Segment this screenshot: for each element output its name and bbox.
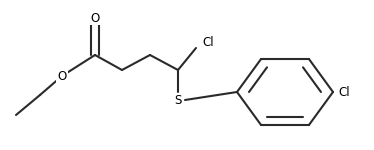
Text: O: O xyxy=(57,69,67,82)
Text: O: O xyxy=(91,12,99,24)
Text: Cl: Cl xyxy=(202,36,214,48)
Text: Cl: Cl xyxy=(338,85,350,99)
Text: S: S xyxy=(174,93,182,106)
